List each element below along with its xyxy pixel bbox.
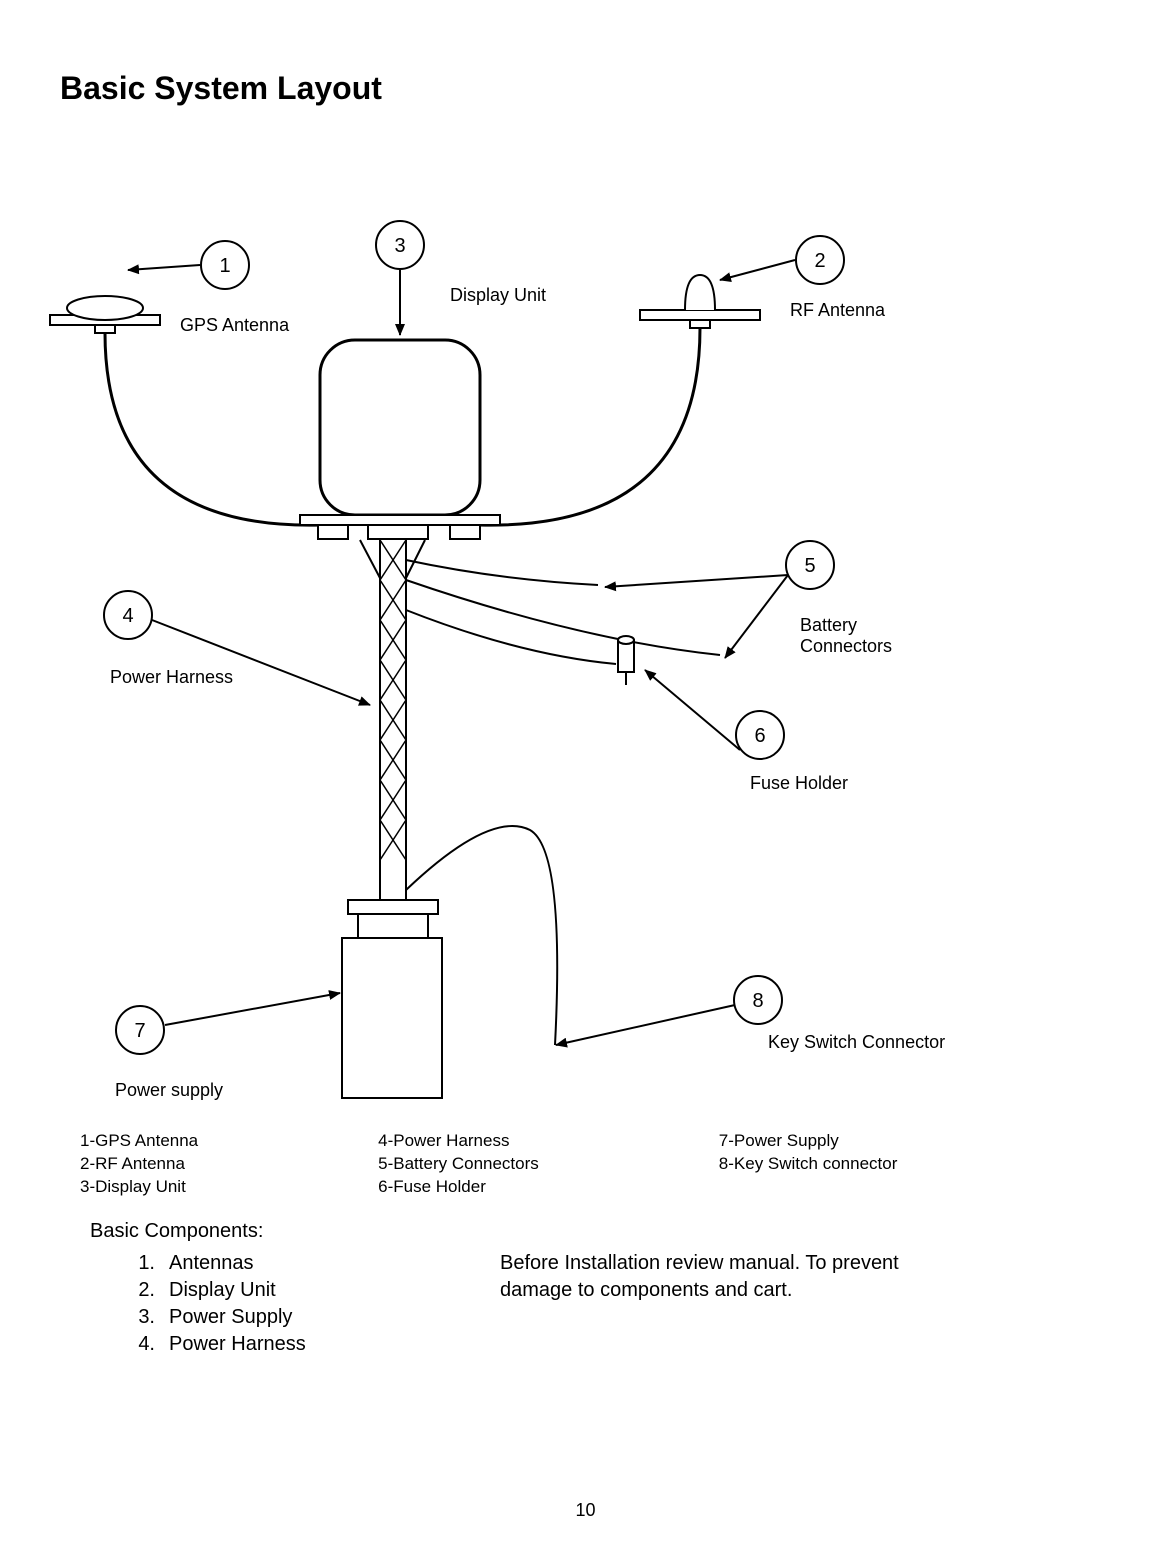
callout-number: 1 [219,255,230,277]
callout-label: Power Harness [110,667,233,688]
legend-item: 3-Display Unit [80,1176,198,1199]
callout-arrow [165,993,340,1025]
callout-arrow [128,265,200,270]
callout-label: Display Unit [450,285,546,306]
gps-cable [105,333,320,525]
battery-cable-2 [406,580,720,655]
callout-arrow [645,670,740,750]
legend-table: 1-GPS Antenna 2-RF Antenna 3-Display Uni… [80,1130,897,1199]
callout-label: Power supply [115,1080,223,1101]
list-number: 1. [135,1250,155,1277]
rf-antenna-icon [640,275,760,328]
callout-arrow [556,1005,735,1045]
system-diagram: 1 2 3 4 5 6 7 8 [0,110,1171,1120]
legend-item: 5-Battery Connectors [378,1153,539,1176]
display-unit-icon [300,340,500,539]
callout-number: 7 [134,1020,145,1042]
legend-item: 7-Power Supply [719,1130,898,1153]
callout-label: RF Antenna [790,300,885,321]
callout-number: 8 [752,990,763,1012]
basic-components-list: 1. Antennas 2. Display Unit 3. Power Supply… [135,1250,306,1358]
connector-block-icon [348,900,438,938]
power-harness-icon [360,540,425,900]
callout-number: 6 [754,725,765,747]
list-item: Display Unit [169,1277,276,1304]
callout-number: 4 [122,605,133,627]
legend-item: 6-Fuse Holder [378,1176,539,1199]
list-item: Power Supply [169,1304,292,1331]
page-number: 10 [575,1500,595,1521]
page-title: Basic System Layout [60,70,382,107]
callout-arrow [605,575,788,587]
list-number: 4. [135,1331,155,1358]
callout-label: Key Switch Connector [768,1032,945,1053]
list-number: 2. [135,1277,155,1304]
fuse-holder-icon [618,636,634,685]
installation-note: Before Installation review manual. To pr… [500,1250,1020,1304]
gps-antenna-icon [50,296,160,333]
list-item: Power Harness [169,1331,306,1358]
fuse-cable [406,610,616,664]
legend-item: 8-Key Switch connector [719,1153,898,1176]
callout-arrow [725,575,788,658]
battery-cable-1 [406,560,598,585]
list-number: 3. [135,1304,155,1331]
page: Basic System Layout [0,0,1171,1546]
legend-item: 2-RF Antenna [80,1153,198,1176]
callout-label: BatteryConnectors [800,615,892,657]
callout-number: 3 [394,235,405,257]
rf-cable [480,328,700,525]
legend-item: 4-Power Harness [378,1130,539,1153]
callout-number: 5 [804,555,815,577]
callout-arrow [152,620,370,705]
legend-item: 1-GPS Antenna [80,1130,198,1153]
callout-arrow [720,260,795,280]
note-line: damage to components and cart. [500,1277,1020,1304]
basic-components-heading: Basic Components: [90,1220,263,1243]
list-item: Antennas [169,1250,254,1277]
callout-label: GPS Antenna [180,315,289,336]
note-line: Before Installation review manual. To pr… [500,1250,1020,1277]
power-supply-icon [342,938,442,1098]
callout-number: 2 [814,250,825,272]
callout-label: Fuse Holder [750,773,848,794]
